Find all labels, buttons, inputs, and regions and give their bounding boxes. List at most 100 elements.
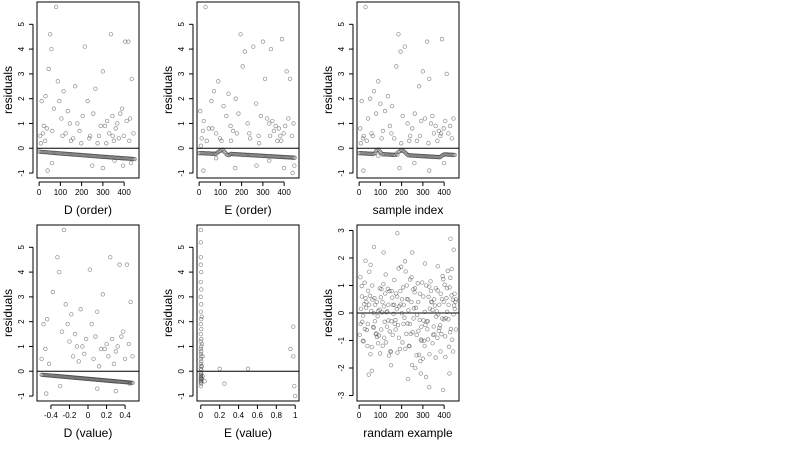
data-point (398, 302, 403, 307)
data-point (414, 353, 419, 358)
data-point (396, 149, 401, 155)
data-point (80, 344, 85, 349)
data-point (361, 133, 366, 139)
data-point (441, 126, 446, 131)
data-point (379, 310, 385, 315)
data-point (217, 149, 222, 154)
data-point (274, 154, 279, 159)
data-point (371, 244, 377, 250)
plot-frame (36, 1, 140, 179)
data-point (369, 131, 374, 136)
data-point (369, 368, 375, 373)
data-point (396, 335, 402, 340)
data-point (85, 98, 90, 104)
data-point (383, 340, 389, 345)
data-point (217, 366, 222, 371)
data-point (103, 154, 109, 160)
x-tick-label: 0 (357, 188, 362, 197)
data-point (364, 327, 369, 333)
data-point (442, 282, 447, 287)
data-point (412, 290, 417, 295)
data-point (385, 309, 390, 314)
data-point (74, 152, 79, 157)
data-point (281, 165, 287, 171)
data-point (278, 133, 283, 139)
data-point (376, 308, 381, 314)
data-point (399, 297, 405, 302)
data-point (395, 322, 401, 328)
data-point (410, 250, 415, 255)
data-point (410, 126, 415, 131)
data-point (213, 131, 219, 136)
data-point (68, 138, 74, 143)
data-point (381, 304, 387, 309)
data-point (371, 324, 376, 330)
data-point (427, 76, 432, 81)
data-point (244, 152, 250, 158)
data-point (50, 289, 55, 295)
data-point (238, 32, 243, 37)
data-point (453, 299, 458, 304)
data-point (253, 153, 258, 158)
data-point (240, 64, 245, 69)
data-point (424, 283, 429, 288)
data-point (291, 354, 296, 359)
data-point (419, 324, 424, 329)
data-point (131, 157, 136, 162)
data-point (362, 280, 367, 285)
data-point (71, 354, 76, 359)
data-point (69, 312, 74, 317)
data-point (87, 267, 92, 272)
data-point (40, 149, 45, 155)
data-point (405, 121, 410, 126)
x-tick-label: 400 (117, 188, 131, 197)
data-point (363, 296, 368, 301)
data-point (110, 155, 115, 160)
data-point (198, 361, 203, 366)
data-point (446, 317, 451, 322)
data-point (380, 128, 386, 134)
data-point (82, 44, 87, 49)
data-point (409, 299, 414, 305)
data-point (421, 294, 426, 299)
data-point (419, 338, 424, 343)
data-point (198, 108, 203, 114)
data-point (377, 148, 382, 153)
data-point (90, 163, 95, 168)
data-point (410, 330, 415, 335)
data-point (440, 274, 445, 279)
data-point (431, 324, 436, 329)
data-point (392, 152, 397, 158)
data-point (106, 354, 111, 359)
data-point (378, 149, 383, 155)
data-point (204, 151, 209, 156)
data-point (98, 346, 104, 352)
data-point (91, 111, 96, 116)
data-point (432, 154, 437, 160)
data-point (104, 341, 109, 347)
y-tick-label: 3 (177, 294, 186, 299)
data-point (428, 288, 434, 294)
data-point (358, 126, 363, 131)
data-point (284, 69, 289, 74)
data-point (433, 123, 438, 129)
data-point (429, 300, 434, 305)
data-point (98, 123, 103, 129)
data-point (452, 306, 457, 312)
data-point (79, 141, 84, 146)
data-point (39, 98, 44, 104)
data-point (453, 327, 458, 332)
data-point (246, 152, 252, 158)
data-point (278, 154, 284, 160)
data-point (361, 168, 366, 173)
data-point (203, 4, 208, 10)
data-point (74, 344, 80, 349)
data-point (97, 154, 102, 159)
data-point (266, 154, 271, 159)
x-tick-label: 0 (37, 188, 42, 197)
data-point (289, 133, 294, 139)
data-point (63, 131, 68, 136)
data-point (388, 349, 393, 354)
data-point (436, 328, 441, 334)
y-tick-label: 4 (337, 46, 346, 51)
